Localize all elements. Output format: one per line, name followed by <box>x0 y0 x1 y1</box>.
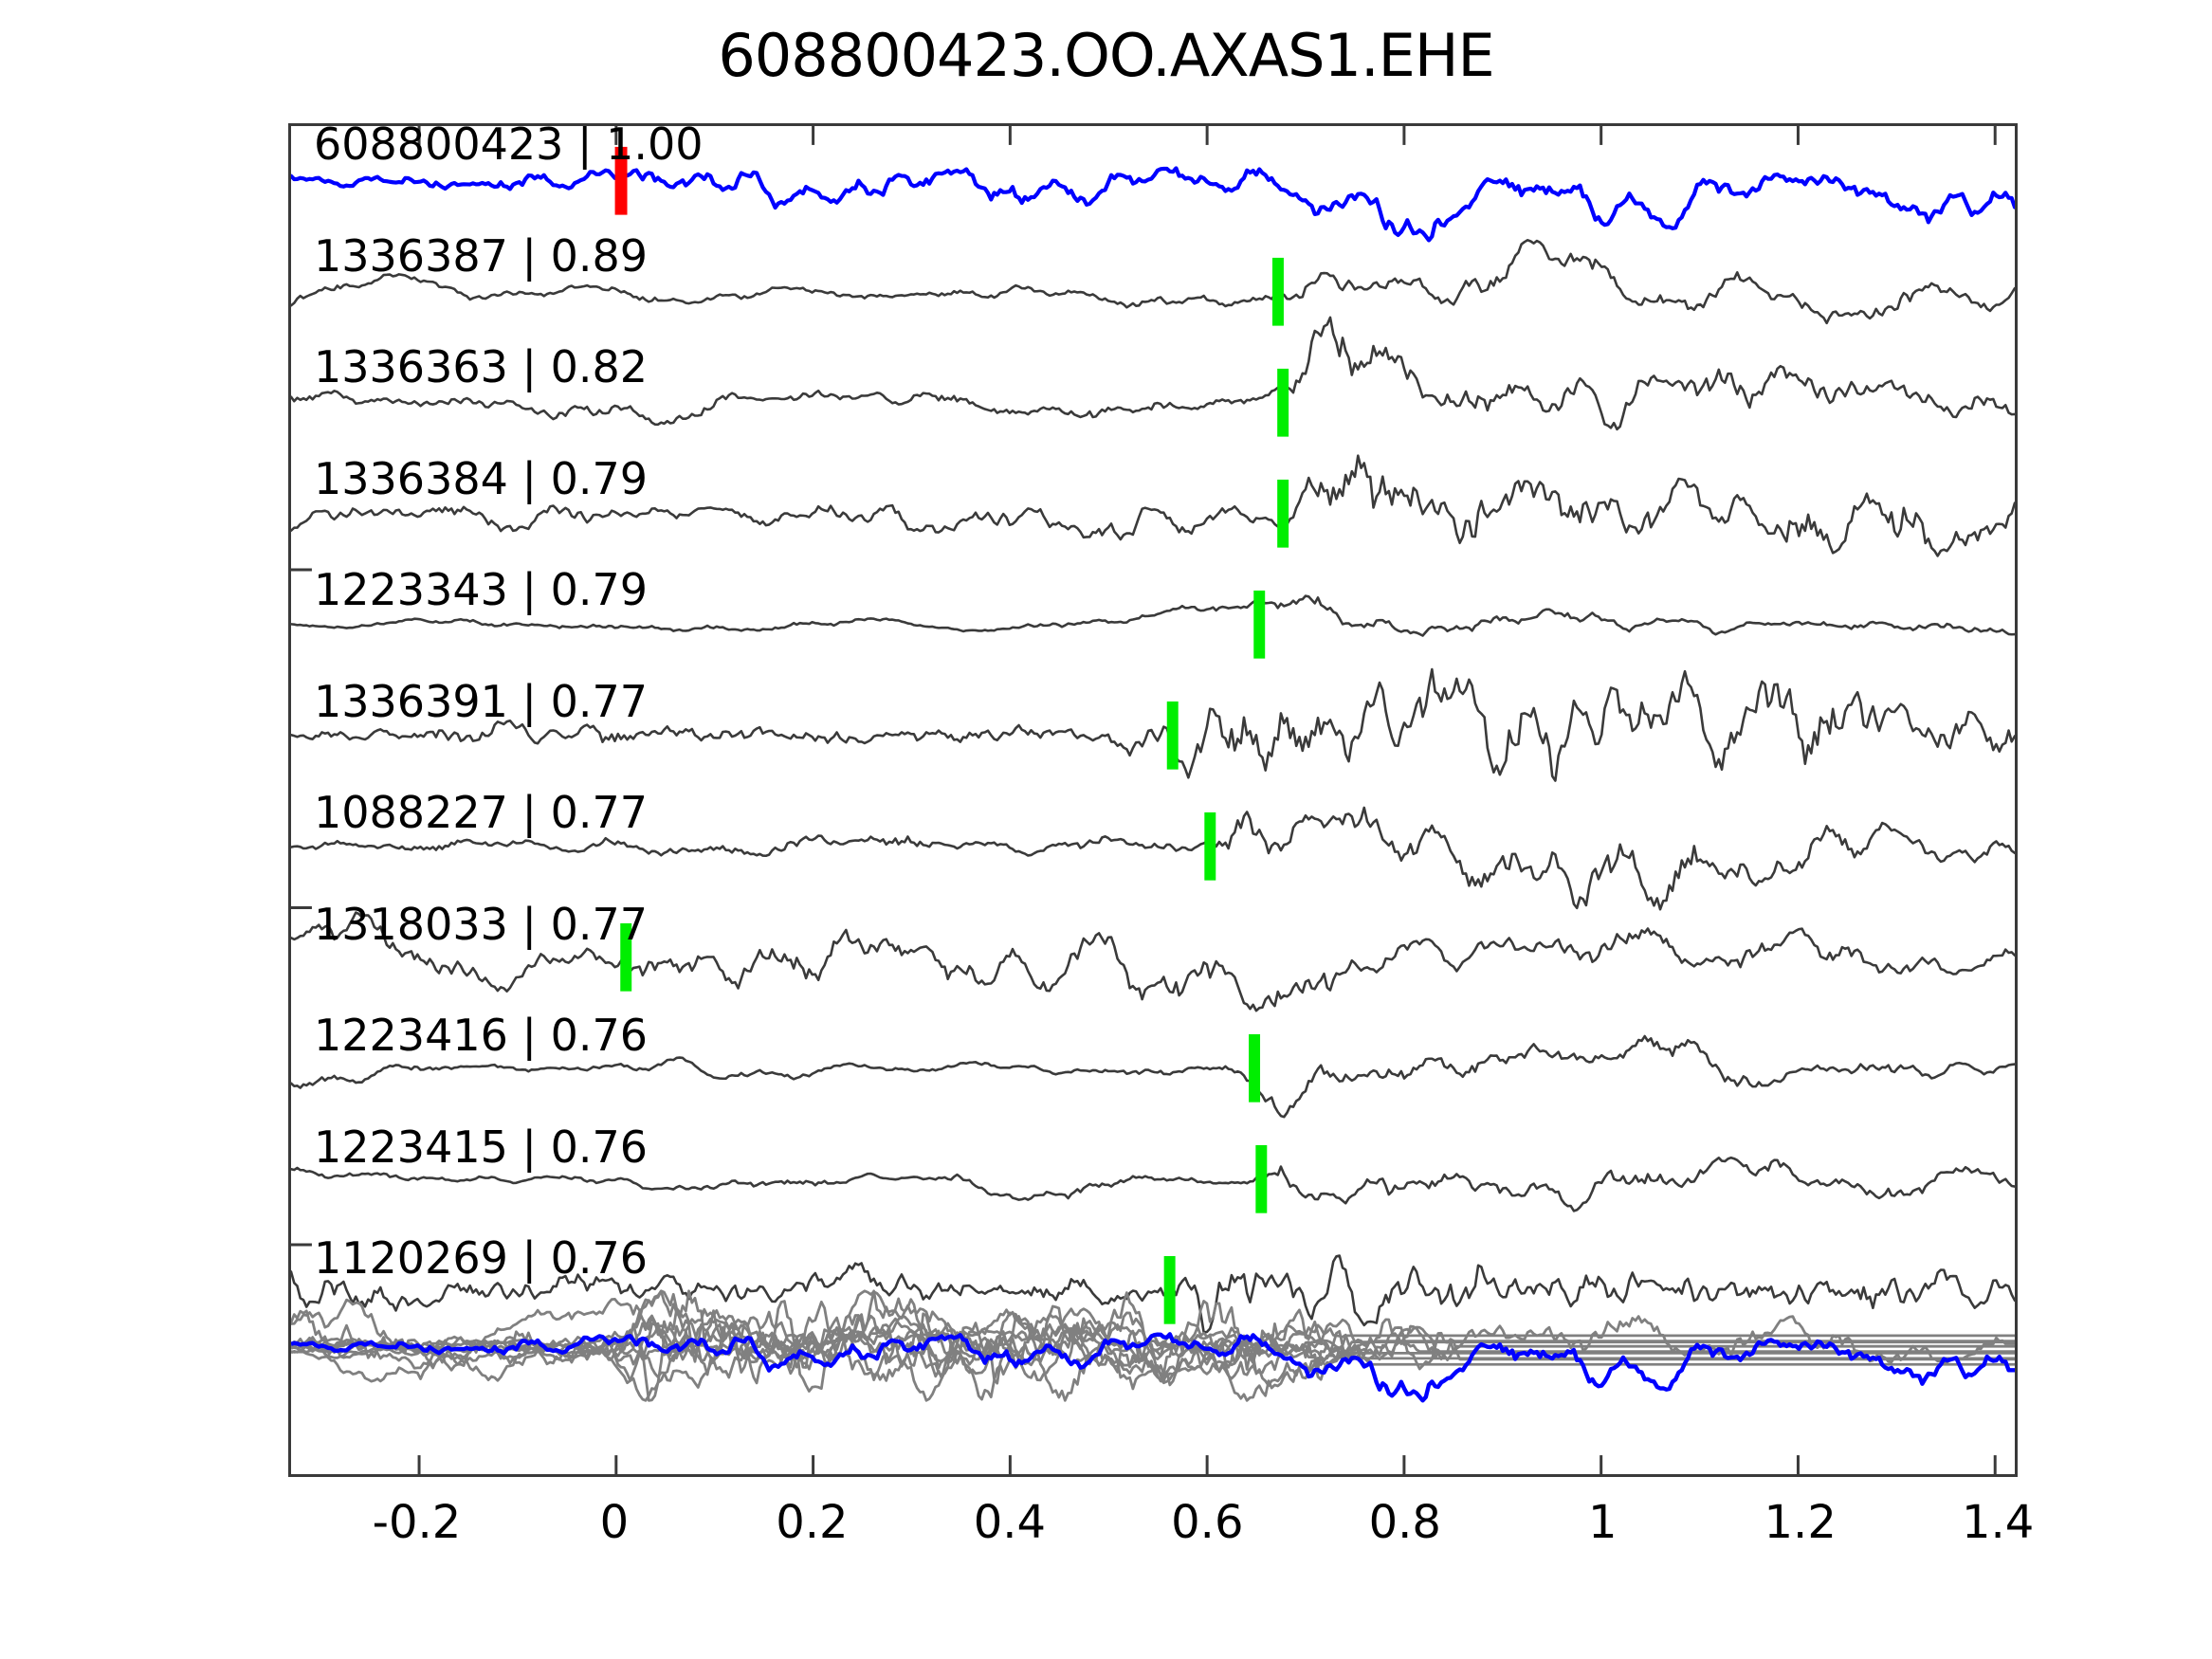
trace-label: 1336387 | 0.89 <box>314 229 649 282</box>
x-axis-tick-label: 0 <box>599 1496 630 1549</box>
waveform-plot <box>291 126 2015 1474</box>
match-pick-marker <box>1271 257 1284 326</box>
axis-ticks-group <box>291 126 1997 1474</box>
match-pick-marker <box>1249 1033 1261 1103</box>
trace-label: 1120269 | 0.76 <box>314 1232 649 1284</box>
match-pick-marker <box>1255 1144 1268 1213</box>
waveform-trace <box>291 1156 2015 1212</box>
match-pick-marker <box>1253 590 1266 659</box>
trace-label: 1223343 | 0.79 <box>314 564 649 615</box>
trace-label: 1336363 | 0.82 <box>314 341 649 392</box>
match-pick-marker <box>620 922 632 992</box>
match-pick-marker <box>1277 368 1289 437</box>
x-axis-tick-labels: -0.2 0 0.2 0.4 0.6 0.8 1 1.2 1.4 <box>288 1496 2035 1562</box>
x-axis-tick-label: 0.6 <box>1171 1496 1244 1549</box>
waveform-trace <box>291 667 2015 782</box>
page-title: 608800423.OO.AXAS1.EHE <box>718 21 1494 90</box>
match-pick-marker <box>1163 1255 1176 1324</box>
trace-label: 1336384 | 0.79 <box>314 452 649 504</box>
stack-trace <box>291 1289 2015 1369</box>
waveform-trace <box>291 1254 2015 1334</box>
template-pick-marker <box>614 146 628 215</box>
waveform-trace <box>291 316 2015 431</box>
trace-label: 1318033 | 0.77 <box>314 898 649 950</box>
x-axis-tick-label: 0.8 <box>1368 1496 1441 1549</box>
stack-overlay-group <box>291 1289 2015 1403</box>
x-axis-tick-label: 1.2 <box>1764 1496 1837 1549</box>
waveform-trace <box>291 238 2015 325</box>
traces-group <box>291 166 2015 1334</box>
pick-markers-group <box>614 146 1289 1324</box>
waveform-trace <box>291 166 2015 243</box>
trace-label: 608800423 | 1.00 <box>314 123 704 170</box>
x-axis-tick-label: 0.4 <box>973 1496 1047 1549</box>
trace-label: 1088227 | 0.77 <box>314 787 649 838</box>
trace-label: 1223415 | 0.76 <box>314 1121 649 1173</box>
match-pick-marker <box>1166 701 1179 770</box>
stack-trace <box>291 1298 2015 1402</box>
trace-label: 1336391 | 0.77 <box>314 675 649 727</box>
x-axis-tick-label: 1.4 <box>1961 1496 2035 1549</box>
stack-template-trace <box>291 1332 2015 1403</box>
waveform-trace <box>291 454 2015 557</box>
waveform-trace <box>291 911 2015 1012</box>
plot-area: 608800423 | 1.00 1336387 | 0.89 1336363 | … <box>288 123 2018 1477</box>
waveform-trace <box>291 594 2015 637</box>
x-axis-tick-label: 0.2 <box>776 1496 849 1549</box>
match-pick-marker <box>1204 811 1216 881</box>
x-axis-tick-label: -0.2 <box>372 1496 462 1549</box>
waveform-trace <box>291 1034 2015 1119</box>
match-pick-marker <box>1277 479 1289 548</box>
waveform-trace <box>291 806 2015 911</box>
trace-label: 1223416 | 0.76 <box>314 1010 649 1061</box>
x-axis-tick-label: 1 <box>1587 1496 1618 1549</box>
